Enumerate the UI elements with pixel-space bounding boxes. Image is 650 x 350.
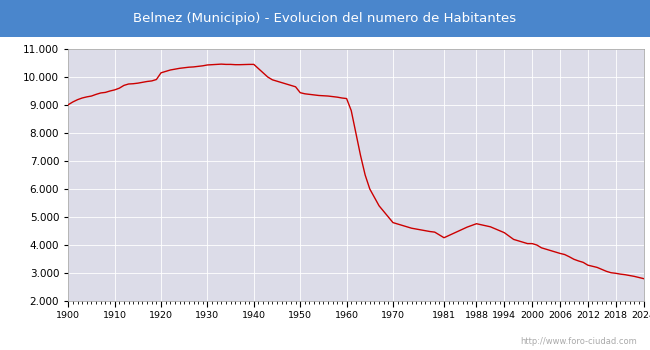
Text: Belmez (Municipio) - Evolucion del numero de Habitantes: Belmez (Municipio) - Evolucion del numer…: [133, 12, 517, 25]
Text: http://www.foro-ciudad.com: http://www.foro-ciudad.com: [520, 337, 637, 346]
